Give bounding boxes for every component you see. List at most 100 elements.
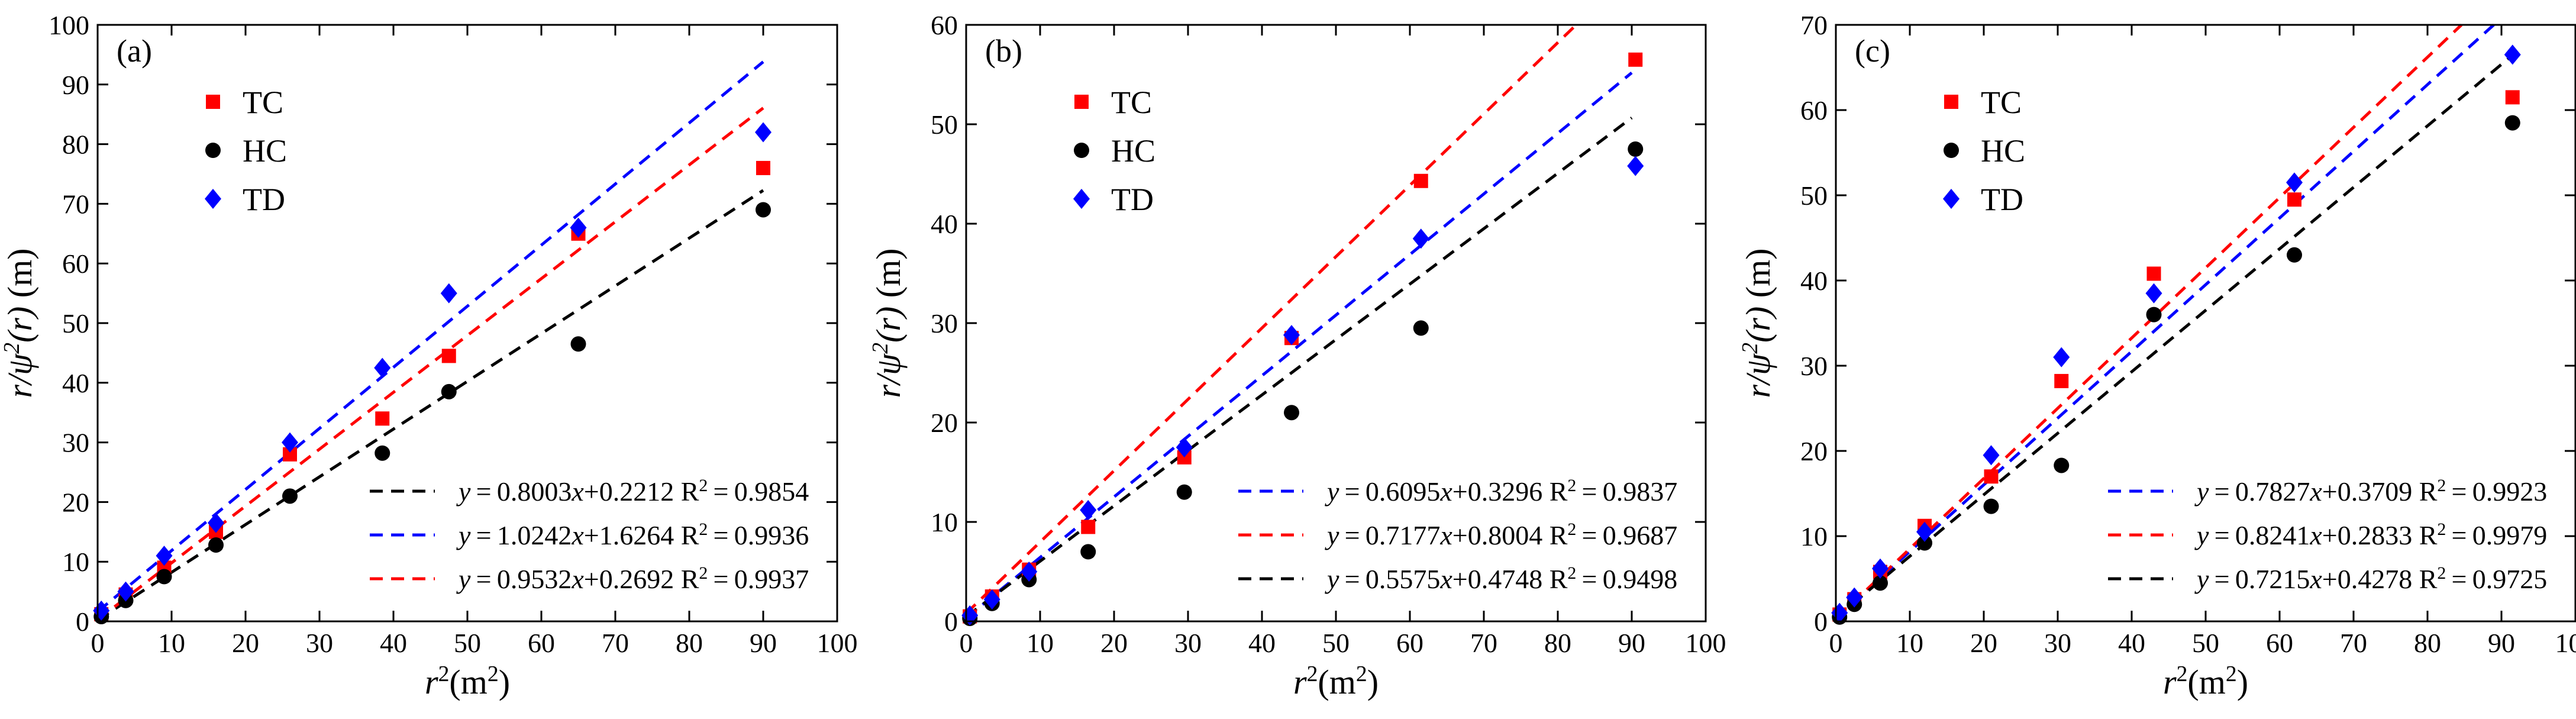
fit-equation: y = 0.7827x+0.3709 R2 = 0.9923: [2194, 476, 2547, 507]
fit-equation: y = 0.8241x+0.2833 R2 = 0.9979: [2194, 520, 2547, 551]
x-tick-label: 0: [91, 628, 105, 658]
panel-label: (b): [985, 33, 1022, 69]
y-tick-label: 0: [76, 607, 89, 637]
panel-label: (a): [117, 33, 152, 69]
fit-line: [96, 107, 764, 621]
legend-marker-hc: [1074, 143, 1089, 158]
y-tick-label: 50: [1800, 180, 1828, 211]
x-tick-label: 90: [1618, 628, 1645, 658]
data-point-hc: [1080, 544, 1096, 560]
data-point-hc: [2146, 307, 2162, 323]
data-point-td: [1627, 156, 1644, 176]
x-tick-label: 100: [1686, 628, 1726, 658]
panel-label: (c): [1855, 33, 1890, 69]
x-tick-label: 40: [1248, 628, 1276, 658]
x-axis-title: r2(m2): [425, 662, 510, 701]
y-tick-label: 10: [931, 507, 958, 537]
data-point-tc: [1081, 520, 1096, 534]
y-tick-label: 40: [62, 368, 89, 398]
y-tick-label: 20: [62, 487, 89, 517]
data-point-td: [1872, 558, 1889, 579]
x-tick-label: 50: [2192, 628, 2219, 658]
legend-marker-hc: [1944, 143, 1959, 158]
data-point-hc: [441, 383, 457, 399]
data-point-hc: [156, 569, 172, 585]
x-tick-label: 10: [1026, 628, 1054, 658]
y-tick-label: 0: [1814, 607, 1828, 637]
x-tick-label: 60: [528, 628, 555, 658]
data-point-tc: [1413, 173, 1428, 188]
x-tick-label: 30: [1174, 628, 1202, 658]
legend-label-hc: HC: [1111, 133, 1155, 169]
chart-panel-a: 0 10 20 30 40 50 60 70 80 90 100 0 10 20 30 40 50 60 70 80 9…: [0, 10, 858, 701]
data-point-hc: [375, 445, 390, 461]
y-tick-label: 30: [931, 308, 958, 338]
x-tick-label: 70: [2340, 628, 2367, 658]
x-tick-label: 0: [960, 628, 973, 658]
y-tick-label: 40: [931, 209, 958, 239]
legend-marker-td: [205, 189, 221, 209]
legend-marker-tc: [1074, 95, 1089, 109]
legend-label-hc: HC: [1981, 133, 2025, 169]
data-point-hc: [282, 488, 298, 504]
y-tick-label: 90: [62, 70, 89, 100]
data-point-tc: [2054, 373, 2069, 388]
data-point-hc: [1873, 575, 1888, 591]
y-tick-label: 20: [931, 408, 958, 438]
fit-equation: y = 0.5575x+0.4748 R2 = 0.9498: [1325, 563, 1677, 595]
data-point-hc: [2287, 247, 2302, 263]
legend-label-tc: TC: [1111, 85, 1152, 120]
legend-label-td: TD: [243, 182, 285, 217]
x-tick-label: 30: [2044, 628, 2071, 658]
data-point-tc: [1628, 52, 1643, 67]
x-tick-label: 90: [750, 628, 777, 658]
x-tick-label: 20: [1970, 628, 1997, 658]
x-tick-label: 30: [306, 628, 333, 658]
x-tick-label: 10: [1896, 628, 1923, 658]
data-point-td: [1846, 587, 1863, 608]
x-tick-label: 50: [1322, 628, 1350, 658]
data-point-td: [1021, 562, 1038, 582]
fit-line: [96, 60, 764, 613]
data-point-hc: [1413, 320, 1429, 336]
x-tick-label: 40: [2118, 628, 2145, 658]
data-point-hc: [570, 336, 586, 352]
data-point-tc: [2505, 90, 2520, 105]
x-tick-label: 70: [1470, 628, 1497, 658]
x-tick-label: 80: [676, 628, 703, 658]
y-tick-label: 70: [1800, 10, 1828, 40]
y-tick-label: 70: [62, 189, 89, 219]
data-point-td: [1983, 445, 2000, 466]
fit-line: [96, 189, 764, 621]
data-point-tc: [2287, 192, 2301, 207]
x-tick-label: 70: [602, 628, 629, 658]
data-point-td: [1176, 437, 1193, 457]
x-tick-label: 100: [2555, 628, 2576, 658]
data-point-td: [570, 217, 587, 238]
x-tick-label: 50: [454, 628, 481, 658]
fit-equation: y = 0.6095x+0.3296 R2 = 0.9837: [1325, 476, 1677, 507]
x-tick-label: 90: [2488, 628, 2515, 658]
y-tick-label: 10: [62, 547, 89, 577]
y-tick-label: 60: [62, 249, 89, 279]
data-point-td: [2504, 44, 2521, 65]
x-tick-label: 20: [232, 628, 259, 658]
data-point-td: [156, 546, 173, 566]
y-tick-label: 60: [1800, 95, 1828, 125]
data-point-hc: [2054, 457, 2070, 473]
data-point-td: [282, 432, 298, 453]
fit-line: [965, 71, 1633, 620]
fit-equation: y = 0.7177x+0.8004 R2 = 0.9687: [1325, 520, 1677, 551]
x-tick-label: 10: [158, 628, 185, 658]
x-tick-label: 80: [1544, 628, 1571, 658]
legend-label-td: TD: [1981, 182, 2023, 217]
fit-equation: y = 1.0242x+1.6264 R2 = 0.9936: [456, 520, 809, 551]
y-tick-label: 50: [931, 109, 958, 140]
data-point-td: [1412, 228, 1429, 249]
legend-marker-td: [1073, 189, 1090, 209]
y-tick-label: 100: [49, 10, 89, 40]
y-tick-label: 40: [1800, 266, 1828, 296]
data-point-tc: [441, 349, 456, 363]
y-tick-label: 30: [1800, 351, 1828, 381]
legend-marker-tc: [206, 95, 220, 109]
